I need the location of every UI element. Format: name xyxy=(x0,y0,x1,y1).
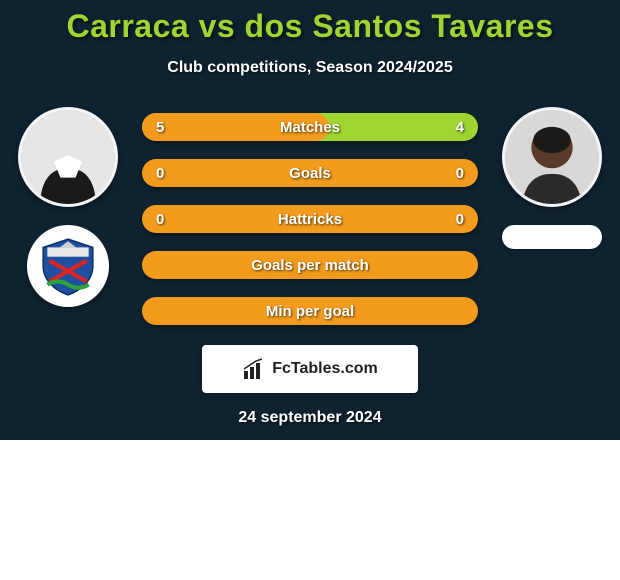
stat-row: Hattricks 0 0 xyxy=(142,205,478,233)
content-row: Matches 5 4 Goals 0 0 Hattricks 0 0 Goals per mat… xyxy=(0,107,620,325)
stat-label: Hattricks xyxy=(278,211,342,228)
stat-row: Matches 5 4 xyxy=(142,113,478,141)
stat-row: Goals per match xyxy=(142,251,478,279)
stat-label: Goals per match xyxy=(251,257,369,274)
person-icon xyxy=(21,110,115,204)
stat-value-left: 0 xyxy=(156,165,164,182)
date-line: 24 september 2024 xyxy=(0,409,620,427)
bars-icon xyxy=(242,357,266,381)
comparison-card: Carraca vs dos Santos Tavares Club compe… xyxy=(0,0,620,440)
person-icon xyxy=(505,110,599,204)
left-club-badge xyxy=(27,225,109,307)
stat-label: Goals xyxy=(289,165,331,182)
stat-value-right: 0 xyxy=(456,211,464,228)
stat-label: Min per goal xyxy=(266,303,354,320)
right-player-avatar xyxy=(502,107,602,207)
brand-text: FcTables.com xyxy=(272,360,378,378)
stat-value-right: 0 xyxy=(456,165,464,182)
right-club-badge xyxy=(502,225,602,249)
subtitle: Club competitions, Season 2024/2025 xyxy=(0,59,620,77)
brand-badge: FcTables.com xyxy=(202,345,418,393)
stat-row: Goals 0 0 xyxy=(142,159,478,187)
right-player-col xyxy=(492,107,612,249)
stats-column: Matches 5 4 Goals 0 0 Hattricks 0 0 Goals per mat… xyxy=(128,113,492,325)
stat-value-left: 0 xyxy=(156,211,164,228)
stat-row: Min per goal xyxy=(142,297,478,325)
stat-value-right: 4 xyxy=(456,119,464,136)
shield-icon xyxy=(37,235,99,297)
stat-value-left: 5 xyxy=(156,119,164,136)
left-player-col xyxy=(8,107,128,307)
left-player-avatar xyxy=(18,107,118,207)
stat-label: Matches xyxy=(280,119,340,136)
page-title: Carraca vs dos Santos Tavares xyxy=(0,8,620,45)
